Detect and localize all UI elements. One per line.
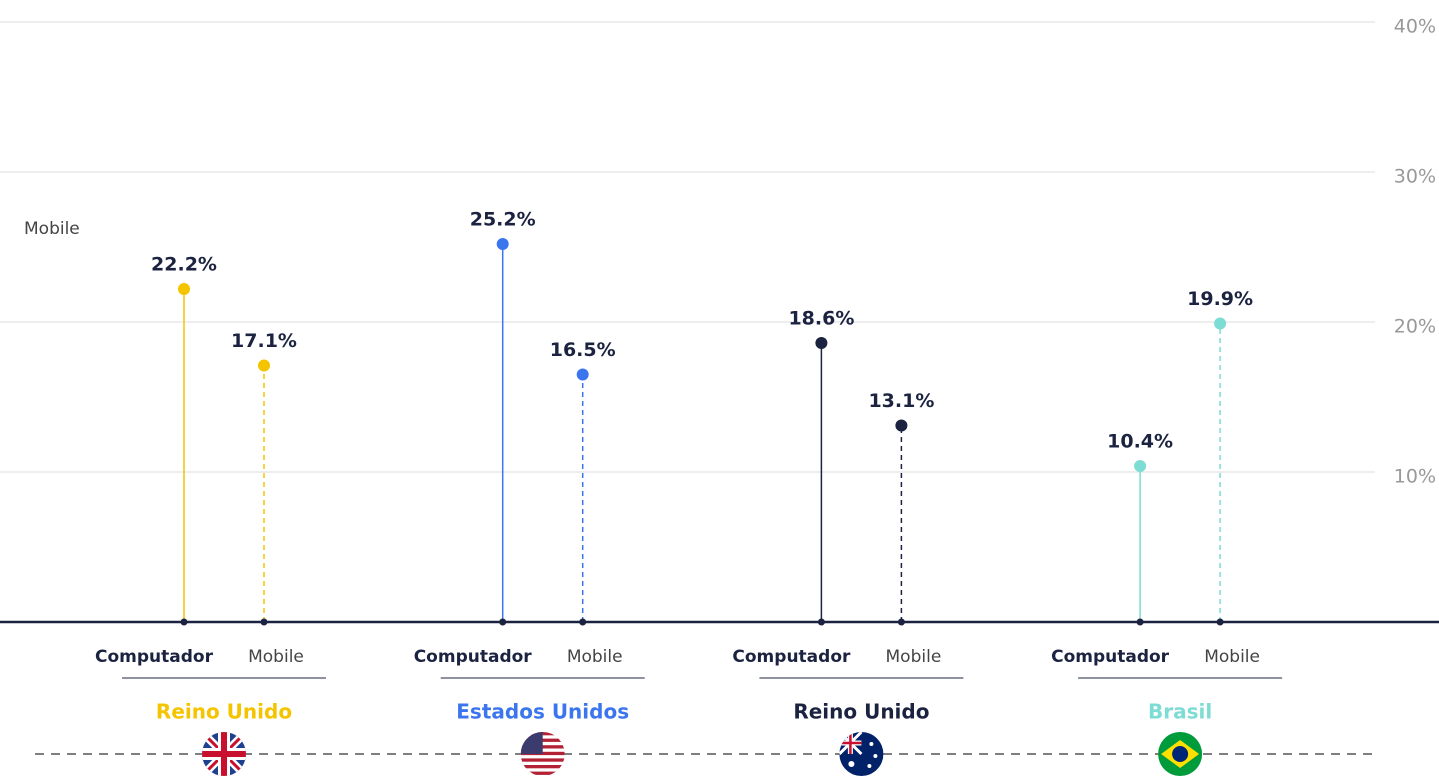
dot [258,359,270,372]
flag-stripe [520,758,565,762]
value-label: 18.6% [788,308,854,330]
value-label: 19.9% [1187,288,1253,310]
y-tick-label: 40% [1394,16,1436,38]
x-tick-label: Computador [414,647,533,667]
x-tick-label: Computador [95,647,214,667]
x-tick-label: Computador [732,647,851,667]
dot [815,337,828,349]
value-label: 22.2% [151,254,217,276]
flag-canton [520,732,543,754]
dot [1214,317,1227,330]
group-label: Reino Unido [793,700,929,724]
value-label: 16.5% [550,339,616,361]
dot [496,238,509,250]
y-tick-label: 30% [1394,166,1436,188]
flag-star [848,761,855,767]
x-tick-label: Mobile [1204,647,1260,667]
flag [202,732,246,776]
flag-stripe [520,771,565,775]
base-dot [1136,618,1144,626]
base-dot [1216,618,1224,626]
dot [576,368,589,381]
x-tick-label: Mobile [248,647,304,667]
group-label: Reino Unido [156,700,292,724]
dot [178,283,190,295]
y-tick-label: 20% [1394,316,1436,338]
flag-cross [839,732,862,754]
flag [839,732,884,776]
flag-star [873,754,878,758]
flag [1158,732,1203,776]
dot [895,419,908,432]
base-dot [817,618,825,626]
flag-globe [1172,746,1189,762]
base-dot [180,618,188,626]
base-dot [579,618,587,626]
base-dot [499,618,507,626]
base-dot [897,618,905,626]
legend-label: Mobile [24,219,80,239]
y-tick-label: 10% [1394,466,1436,488]
flag [520,732,565,776]
x-tick-label: Computador [1051,647,1170,667]
dot [1134,460,1147,472]
x-tick-label: Mobile [886,647,942,667]
value-label: 10.4% [1107,431,1173,453]
flag-star [867,764,872,768]
value-label: 13.1% [868,390,934,412]
flag-stripe [520,765,565,769]
x-tick-label: Mobile [567,647,623,667]
flag-star [869,742,874,746]
value-label: 17.1% [231,330,297,352]
base-dot [260,618,268,626]
value-label: 25.2% [470,209,536,231]
group-label: Estados Unidos [456,700,629,724]
flag-cross [202,732,246,776]
group-label: Brasil [1148,700,1212,724]
